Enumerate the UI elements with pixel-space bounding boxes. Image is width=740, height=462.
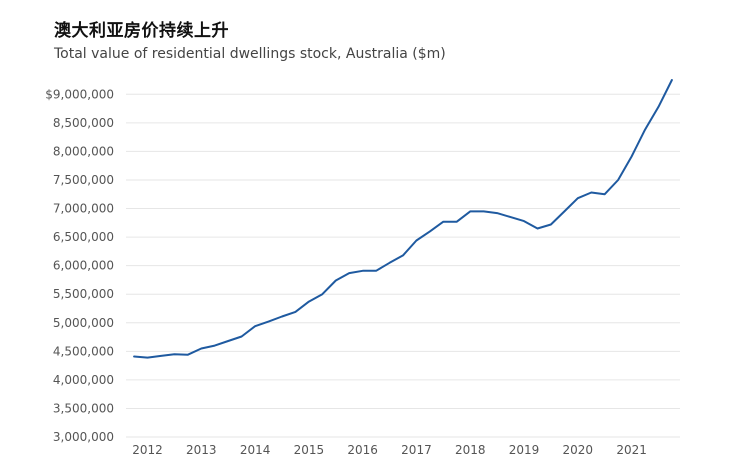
y-axis-ticks: 3,000,000 3,500,000 4,000,000 4,500,000 5,00… <box>45 87 114 444</box>
gridlines <box>126 93 680 438</box>
x-tick-label: 2017 <box>401 443 432 457</box>
x-tick-label: 2020 <box>563 443 594 457</box>
y-tick-label: 7,000,000 <box>53 202 114 216</box>
x-tick-label: 2012 <box>132 443 163 457</box>
y-tick-label: 5,500,000 <box>53 287 114 301</box>
y-tick-label: 4,000,000 <box>53 373 114 387</box>
chart-subtitle: Total value of residential dwellings sto… <box>54 46 446 62</box>
y-tick-label: 8,500,000 <box>53 116 114 130</box>
y-tick-label: $9,000,000 <box>45 87 114 101</box>
y-tick-label: 3,000,000 <box>53 430 114 444</box>
y-tick-label: 5,000,000 <box>53 316 114 330</box>
x-tick-label: 2021 <box>616 443 647 457</box>
series-layer <box>133 79 673 359</box>
x-tick-label: 2013 <box>186 443 217 457</box>
y-tick-label: 8,000,000 <box>53 144 114 158</box>
x-tick-label: 2018 <box>455 443 486 457</box>
x-tick-label: 2019 <box>509 443 540 457</box>
y-tick-label: 3,500,000 <box>53 401 114 415</box>
y-tick-label: 6,000,000 <box>53 259 114 273</box>
y-tick-label: 6,500,000 <box>53 230 114 244</box>
y-tick-label: 7,500,000 <box>53 173 114 187</box>
series-line <box>133 79 673 359</box>
y-tick-label: 4,500,000 <box>53 344 114 358</box>
x-tick-label: 2015 <box>294 443 325 457</box>
x-axis-ticks: 2012 2013 2014 2015 2016 2017 2018 2019 2020 2021 <box>132 443 647 457</box>
x-tick-label: 2014 <box>240 443 271 457</box>
chart-title: 澳大利亚房价持续上升 <box>54 21 229 41</box>
x-tick-label: 2016 <box>347 443 378 457</box>
